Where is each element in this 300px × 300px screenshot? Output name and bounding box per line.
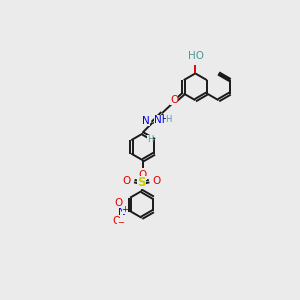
Text: O: O [123, 176, 131, 186]
Text: O: O [152, 176, 160, 186]
Text: +: + [122, 205, 128, 214]
Text: O: O [113, 216, 121, 226]
Text: HO: HO [188, 51, 204, 62]
Text: O: O [138, 170, 146, 180]
Text: H: H [166, 115, 172, 124]
Text: H: H [147, 135, 153, 144]
Text: S: S [137, 176, 146, 189]
Text: N: N [142, 116, 150, 127]
Text: O: O [115, 198, 123, 208]
Text: NH: NH [154, 115, 169, 125]
Text: O: O [170, 94, 178, 104]
Text: N: N [118, 207, 126, 217]
Text: −: − [117, 218, 124, 227]
